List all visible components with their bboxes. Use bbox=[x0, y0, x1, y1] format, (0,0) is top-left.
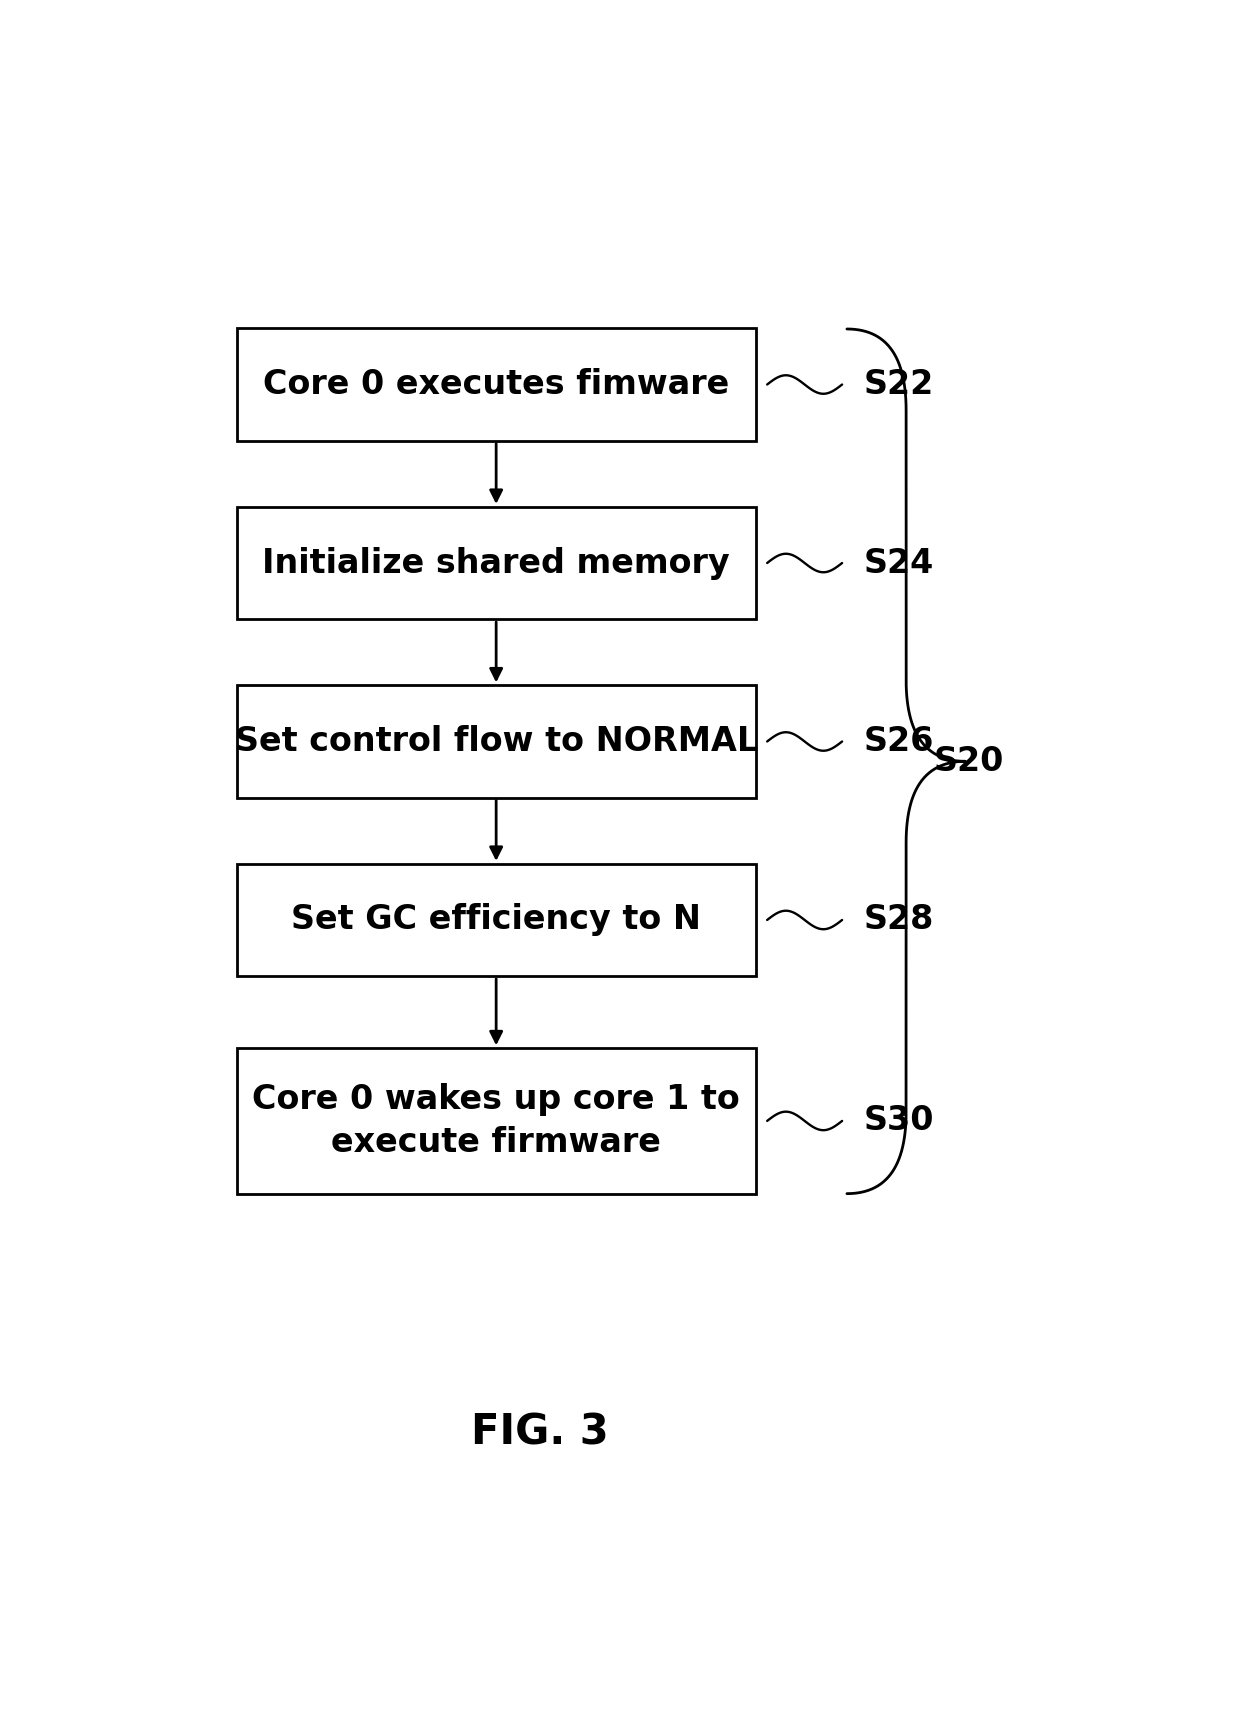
Text: Core 0 executes fimware: Core 0 executes fimware bbox=[263, 367, 729, 402]
Bar bbox=[237, 507, 755, 620]
Text: S28: S28 bbox=[863, 903, 934, 936]
Text: Set GC efficiency to N: Set GC efficiency to N bbox=[291, 903, 701, 936]
Text: S30: S30 bbox=[863, 1104, 934, 1137]
Text: S22: S22 bbox=[863, 367, 934, 402]
Bar bbox=[237, 864, 755, 977]
Text: S24: S24 bbox=[863, 546, 934, 580]
Bar bbox=[237, 685, 755, 798]
Bar bbox=[237, 1047, 755, 1193]
Text: Initialize shared memory: Initialize shared memory bbox=[263, 546, 730, 580]
Text: S26: S26 bbox=[863, 725, 934, 757]
Bar bbox=[237, 328, 755, 441]
Text: FIG. 3: FIG. 3 bbox=[470, 1411, 609, 1454]
Text: Set control flow to NORMAL: Set control flow to NORMAL bbox=[234, 725, 758, 757]
Text: S20: S20 bbox=[934, 745, 1004, 778]
Text: Core 0 wakes up core 1 to
execute firmware: Core 0 wakes up core 1 to execute firmwa… bbox=[252, 1083, 740, 1159]
